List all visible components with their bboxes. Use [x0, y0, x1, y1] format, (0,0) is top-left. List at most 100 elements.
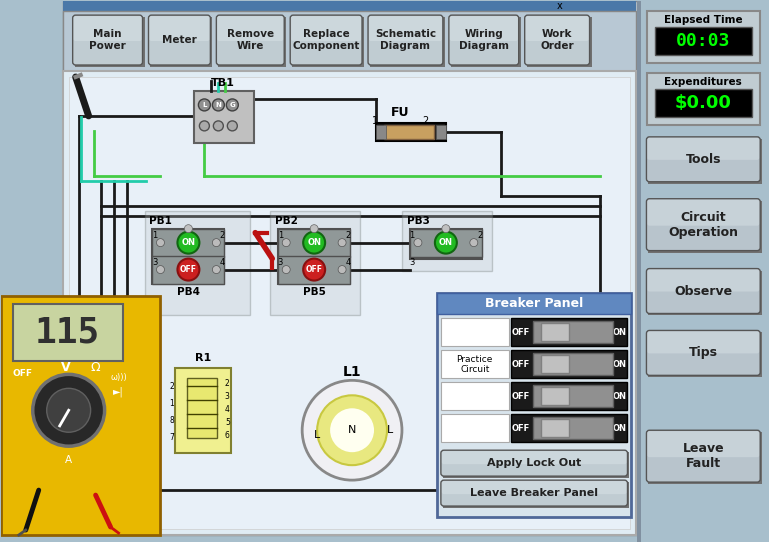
- FancyBboxPatch shape: [290, 15, 362, 65]
- Bar: [152, 229, 225, 283]
- Text: Meter: Meter: [162, 35, 197, 45]
- Bar: [638, 1, 641, 542]
- FancyBboxPatch shape: [526, 16, 588, 41]
- Bar: [151, 17, 212, 67]
- Circle shape: [435, 231, 457, 254]
- Bar: [541, 356, 568, 373]
- FancyBboxPatch shape: [524, 15, 590, 65]
- Text: 1: 1: [169, 399, 174, 408]
- Text: 2: 2: [345, 231, 351, 240]
- Bar: [63, 1, 637, 11]
- Bar: [437, 293, 631, 517]
- Bar: [533, 321, 613, 344]
- Bar: [437, 293, 631, 314]
- Text: Replace
Component: Replace Component: [292, 29, 360, 51]
- Bar: [152, 229, 225, 256]
- Bar: [451, 17, 521, 67]
- Text: ON: ON: [439, 238, 453, 247]
- Bar: [648, 332, 762, 377]
- FancyBboxPatch shape: [72, 15, 142, 65]
- Text: 6: 6: [225, 431, 230, 440]
- FancyBboxPatch shape: [369, 16, 442, 41]
- Bar: [647, 11, 761, 63]
- Bar: [292, 17, 364, 67]
- Bar: [511, 351, 628, 378]
- Text: PB3: PB3: [407, 216, 430, 225]
- Text: Schematic
Diagram: Schematic Diagram: [375, 29, 436, 51]
- Bar: [145, 211, 250, 315]
- Circle shape: [338, 238, 346, 247]
- Bar: [441, 382, 509, 410]
- Text: Elapsed Time: Elapsed Time: [664, 15, 743, 25]
- Bar: [410, 229, 482, 256]
- Text: ON: ON: [181, 238, 195, 247]
- FancyBboxPatch shape: [450, 16, 518, 41]
- Text: ON: ON: [612, 424, 627, 433]
- Bar: [533, 353, 613, 376]
- Text: 3: 3: [409, 258, 414, 267]
- Text: Tools: Tools: [686, 153, 721, 166]
- Circle shape: [303, 259, 325, 281]
- Text: 1: 1: [409, 231, 414, 240]
- FancyBboxPatch shape: [442, 451, 627, 464]
- Circle shape: [212, 266, 221, 274]
- Bar: [270, 211, 360, 315]
- FancyBboxPatch shape: [74, 16, 141, 41]
- Text: OFF: OFF: [511, 360, 530, 369]
- Bar: [441, 319, 509, 346]
- Text: x: x: [557, 1, 562, 11]
- Bar: [655, 89, 752, 117]
- FancyBboxPatch shape: [647, 431, 759, 457]
- Text: 1: 1: [151, 231, 157, 240]
- Circle shape: [212, 238, 221, 247]
- Text: 4: 4: [225, 405, 230, 414]
- FancyBboxPatch shape: [647, 137, 761, 182]
- Circle shape: [198, 99, 211, 111]
- Text: 115: 115: [35, 315, 100, 350]
- Bar: [648, 432, 762, 484]
- Bar: [441, 351, 509, 378]
- Bar: [648, 139, 762, 184]
- Text: Observe: Observe: [674, 285, 732, 298]
- Bar: [655, 27, 752, 55]
- Text: TB1: TB1: [211, 78, 235, 88]
- Bar: [402, 211, 491, 270]
- Circle shape: [185, 225, 192, 233]
- FancyBboxPatch shape: [442, 481, 627, 494]
- Text: 1: 1: [278, 231, 283, 240]
- Bar: [13, 304, 122, 362]
- Text: FU: FU: [391, 106, 409, 119]
- Bar: [384, 125, 434, 139]
- Text: $0.00: $0.00: [675, 94, 732, 112]
- Bar: [541, 388, 568, 405]
- Bar: [63, 11, 637, 71]
- FancyBboxPatch shape: [368, 15, 443, 65]
- Text: PB1: PB1: [149, 216, 172, 225]
- Bar: [278, 229, 350, 283]
- Text: 4: 4: [220, 258, 225, 267]
- Text: L: L: [202, 102, 207, 108]
- Text: L: L: [314, 430, 320, 440]
- Text: 5: 5: [225, 418, 230, 427]
- Bar: [541, 324, 568, 341]
- Circle shape: [282, 266, 290, 274]
- FancyBboxPatch shape: [647, 331, 761, 376]
- Bar: [441, 414, 509, 442]
- FancyBboxPatch shape: [647, 269, 761, 313]
- Bar: [640, 1, 768, 542]
- Text: N: N: [215, 102, 221, 108]
- Text: Expenditures: Expenditures: [664, 77, 742, 87]
- Bar: [443, 482, 630, 508]
- Text: ►|: ►|: [113, 386, 124, 397]
- Bar: [527, 17, 591, 67]
- Bar: [75, 17, 145, 67]
- Text: 2: 2: [225, 379, 230, 388]
- Text: PB5: PB5: [303, 287, 325, 296]
- Text: ON: ON: [612, 392, 627, 401]
- Circle shape: [302, 380, 402, 480]
- Bar: [63, 1, 640, 535]
- Text: Breaker Panel: Breaker Panel: [485, 297, 584, 310]
- Text: 1: 1: [372, 116, 378, 126]
- FancyBboxPatch shape: [647, 138, 759, 160]
- Text: Remove
Wire: Remove Wire: [227, 29, 274, 51]
